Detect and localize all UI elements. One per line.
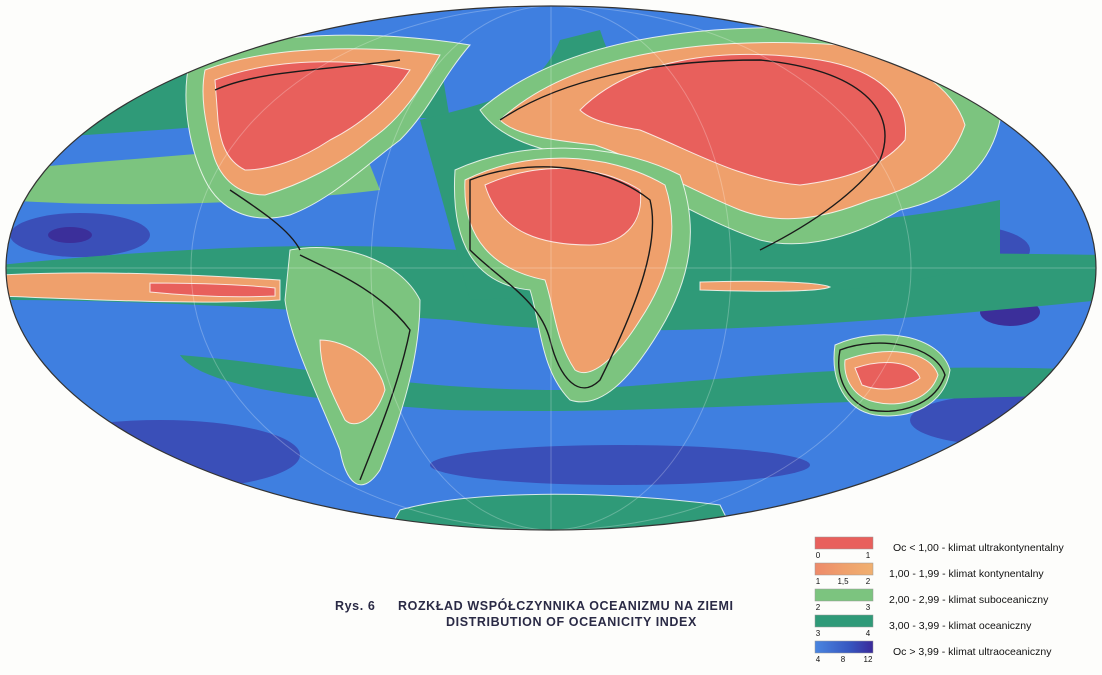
legend-swatch <box>814 562 874 576</box>
legend-swatch <box>814 588 874 602</box>
legend-tick: 1,5 <box>837 577 849 586</box>
legend-tick: 3 <box>866 603 871 612</box>
legend-label: Oc > 3,99 - klimat ultraoceaniczny <box>893 646 1052 658</box>
legend-label: 1,00 - 1,99 - klimat kontynentalny <box>889 568 1044 580</box>
legend-tick: 3 <box>816 629 821 638</box>
legend-swatch <box>814 640 874 654</box>
legend-label: 3,00 - 3,99 - klimat oceaniczny <box>889 620 1032 632</box>
legend-label: 2,00 - 2,99 - klimat suboceaniczny <box>889 594 1049 606</box>
legend-swatch <box>814 614 874 628</box>
caption-title-pl: ROZKŁAD WSPÓŁCZYNNIKA OCEANIZMU NA ZIEMI <box>398 598 734 613</box>
legend-tick: 4 <box>866 629 871 638</box>
legend-tick: 4 <box>816 655 821 664</box>
map <box>6 6 1096 530</box>
legend-tick: 2 <box>816 603 821 612</box>
legend-tick: 1 <box>866 551 871 560</box>
legend-swatch <box>814 536 874 550</box>
legend-tick: 2 <box>866 577 871 586</box>
legend-tick: 8 <box>841 655 846 664</box>
legend-tick: 0 <box>816 551 821 560</box>
figure-number: Rys. 6 <box>335 599 375 613</box>
legend-tick: 1 <box>816 577 821 586</box>
legend-label: Oc < 1,00 - klimat ultrakontynentalny <box>893 542 1064 554</box>
legend-tick: 12 <box>864 655 873 664</box>
map-outline <box>5 5 1097 531</box>
caption-title-en: DISTRIBUTION OF OCEANICITY INDEX <box>446 615 697 629</box>
legend: 0 1 Oc < 1,00 - klimat ultrakontynentalny 1… <box>814 536 1064 664</box>
